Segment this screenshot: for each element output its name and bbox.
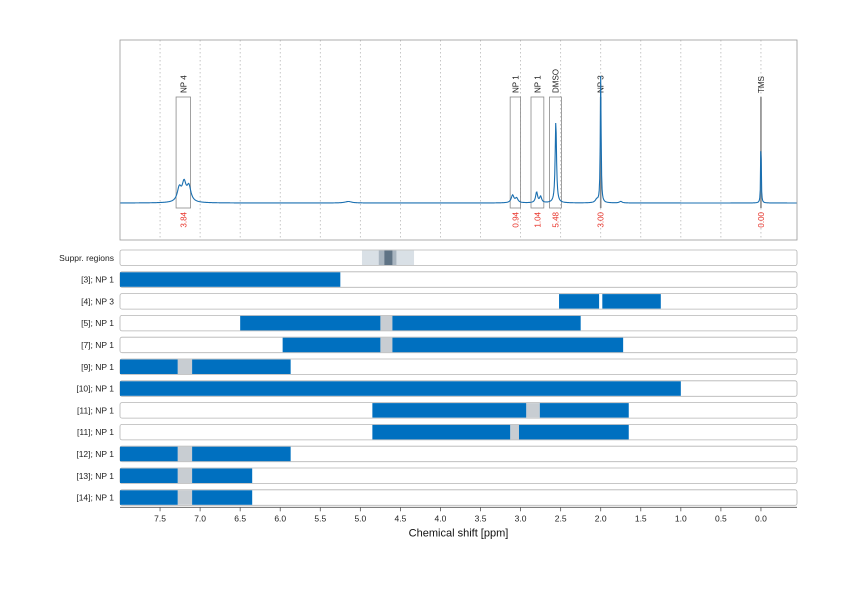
integral-label: 5.48 <box>551 211 560 227</box>
row: [3]; NP 1 <box>81 271 798 288</box>
x-tick-label: 3.0 <box>515 513 527 523</box>
region-rows: Suppr. regions [3]; NP 1 [4]; NP 3 [5]; NP … <box>59 249 798 506</box>
row-bar <box>539 403 629 418</box>
row-label: [9]; NP 1 <box>81 362 114 372</box>
annotation-1: NP 1 0.94 <box>509 75 521 228</box>
x-tick-label: 3.5 <box>475 513 487 523</box>
row-bar <box>192 490 253 505</box>
row: [12]; NP 1 <box>76 445 798 463</box>
row: [5]; NP 1 <box>81 314 798 332</box>
row-gap <box>380 315 393 331</box>
row-label: [12]; NP 1 <box>76 449 114 459</box>
annotation-3: DMSO 5.48 <box>549 69 562 228</box>
row-label: [4]; NP 3 <box>81 296 114 306</box>
row-bar <box>192 468 253 483</box>
x-tick-label: 5.5 <box>314 513 326 523</box>
row-gap <box>177 490 193 505</box>
row-bar <box>559 294 600 309</box>
x-tick-label: 6.0 <box>274 513 286 523</box>
row-label: [11]; NP 1 <box>77 427 114 437</box>
row-label: [3]; NP 1 <box>81 275 114 285</box>
row-bar <box>372 403 527 418</box>
row: [11]; NP 1 <box>77 402 798 419</box>
row: [9]; NP 1 <box>81 358 798 375</box>
row-bar <box>282 337 381 353</box>
integral-label: 0.00 <box>757 211 766 227</box>
row-bar <box>392 315 581 331</box>
suppression-core <box>384 250 393 265</box>
row-gap <box>177 468 193 483</box>
annotation-label: NP 1 <box>533 75 542 93</box>
integral-label: 3.00 <box>597 211 606 227</box>
row: [4]; NP 3 <box>81 293 798 310</box>
row-frame <box>119 249 798 266</box>
spectrum-line <box>120 75 797 204</box>
row-label: [10]; NP 1 <box>76 384 114 394</box>
annotation-box <box>549 96 562 209</box>
row-label: Suppr. regions <box>59 253 114 263</box>
row-bar <box>602 294 661 309</box>
row-bar <box>240 315 381 331</box>
annotation-5: TMS 0.00 <box>757 76 766 227</box>
annotation-label: TMS <box>757 76 766 93</box>
row-label: [14]; NP 1 <box>76 493 114 503</box>
row-label: [13]; NP 1 <box>76 471 114 481</box>
row-bar <box>120 381 681 396</box>
row-gap <box>526 403 540 418</box>
row-bar <box>372 424 511 440</box>
x-tick-label: 0.0 <box>755 513 767 523</box>
row: [13]; NP 1 <box>76 467 798 484</box>
row-bar <box>120 446 178 462</box>
row-bar <box>120 490 178 505</box>
row: [7]; NP 1 <box>81 336 798 354</box>
row-gap <box>510 424 519 440</box>
row: [14]; NP 1 <box>76 489 798 506</box>
x-tick-label: 1.5 <box>635 513 647 523</box>
row-bar <box>120 272 341 287</box>
row-bar <box>192 446 291 462</box>
annotation-label: NP 4 <box>179 75 188 93</box>
annotation-box <box>530 96 545 209</box>
row-bar <box>192 359 291 374</box>
annotation-0: NP 4 3.84 <box>175 75 191 228</box>
x-tick-label: 0.5 <box>715 513 727 523</box>
row-bar <box>120 359 178 374</box>
row: [10]; NP 1 <box>76 380 798 397</box>
row-bar <box>392 337 624 353</box>
row-label: [5]; NP 1 <box>81 318 114 328</box>
x-tick-label: 2.0 <box>595 513 607 523</box>
x-tick-label: 7.0 <box>194 513 206 523</box>
row: [11]; NP 1 <box>77 423 798 441</box>
x-tick-label: 1.0 <box>675 513 687 523</box>
integral-label: 3.84 <box>179 211 188 227</box>
x-tick-label: 5.0 <box>354 513 366 523</box>
row-label: [7]; NP 1 <box>81 340 114 350</box>
row-bar <box>120 468 178 483</box>
row-gap <box>177 446 193 462</box>
row-frame <box>119 293 798 310</box>
annotation-label: DMSO <box>551 69 560 93</box>
integral-label: 0.94 <box>511 211 520 227</box>
row-bar <box>518 424 629 440</box>
annotation-2: NP 1 1.04 <box>530 75 545 228</box>
x-tick-label: 4.5 <box>395 513 407 523</box>
x-tick-label: 6.5 <box>234 513 246 523</box>
x-axis-title: Chemical shift [ppm] <box>409 527 509 539</box>
annotation-box <box>175 96 191 209</box>
row-label: [11]; NP 1 <box>77 405 114 415</box>
x-tick-label: 2.5 <box>555 513 567 523</box>
integral-label: 1.04 <box>533 211 542 227</box>
annotation-box <box>509 96 521 209</box>
spectrum-frame <box>119 39 798 241</box>
x-tick-label: 4.0 <box>435 513 447 523</box>
row: Suppr. regions <box>59 249 798 266</box>
row-gap <box>177 359 193 374</box>
x-tick-label: 7.5 <box>154 513 166 523</box>
x-axis: 7.5 7.0 6.5 6.0 5.5 5.0 4.5 4.0 3.5 3.0 2.5 2.0 1.5 1… <box>120 506 797 539</box>
spectrum-grid <box>159 40 762 240</box>
annotation-label: NP 1 <box>511 75 520 93</box>
row-gap <box>380 337 393 353</box>
